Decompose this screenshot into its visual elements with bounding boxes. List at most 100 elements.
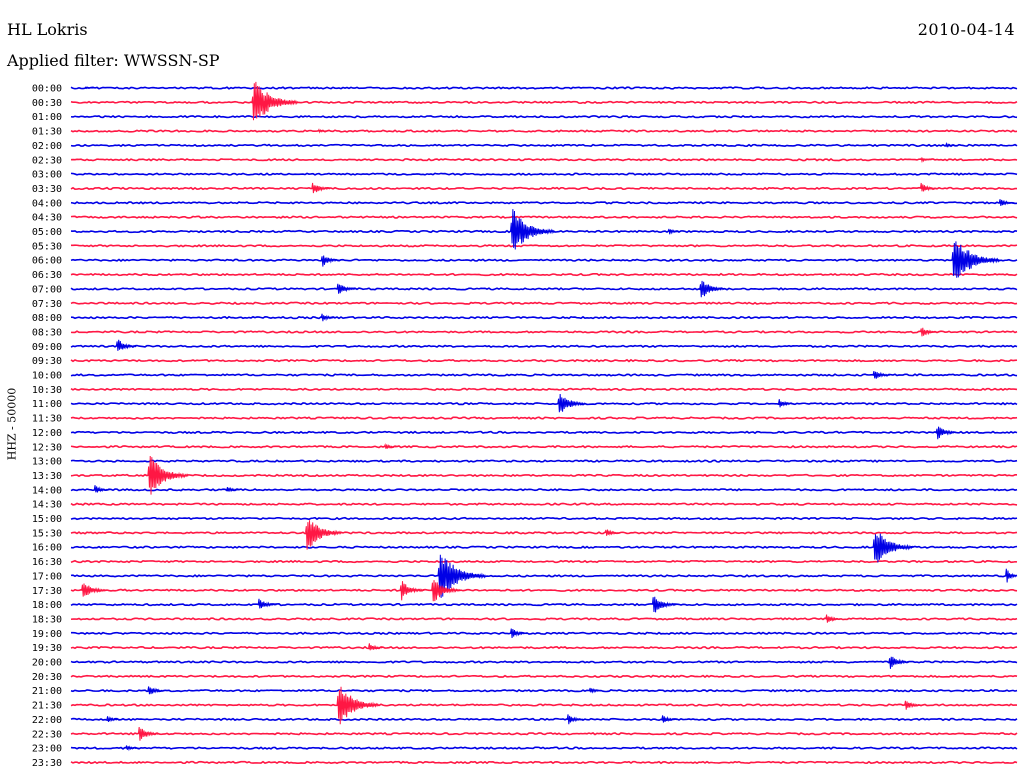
seismic-event (699, 280, 726, 298)
time-tick-label: 23:00 (32, 744, 62, 755)
trace-line (70, 387, 1018, 392)
trace-line (70, 215, 1018, 219)
time-tick-label: 16:00 (32, 543, 62, 554)
trace-line (70, 617, 1018, 621)
seismic-event (935, 426, 957, 440)
trace-line (70, 201, 1018, 205)
time-tick-label: 18:00 (32, 600, 62, 611)
time-tick-label: 20:30 (32, 672, 62, 683)
seismic-event (998, 199, 1015, 207)
seismic-event (125, 745, 139, 752)
seismic-event (919, 327, 938, 337)
time-tick-label: 06:30 (32, 270, 62, 281)
time-tick-label: 06:00 (32, 256, 62, 267)
time-tick-label: 01:00 (32, 112, 62, 123)
time-tick-label: 23:30 (32, 758, 62, 769)
trace-line (70, 172, 1018, 176)
seismic-event (336, 686, 380, 725)
seismic-event (320, 255, 340, 267)
seismic-event (509, 209, 555, 250)
trace-line (70, 358, 1018, 363)
seismic-event (106, 716, 120, 723)
trace-line (70, 760, 1018, 765)
trace-line (70, 717, 1018, 722)
time-tick-label: 03:30 (32, 184, 62, 195)
trace-line (70, 660, 1018, 664)
seismic-event (257, 598, 277, 609)
time-tick-label: 17:00 (32, 571, 62, 582)
trace-line (70, 258, 1018, 262)
trace-line (70, 473, 1018, 478)
time-tick-label: 21:30 (32, 701, 62, 712)
seismogram-traces (70, 86, 1018, 765)
trace-line (70, 459, 1018, 463)
time-tick-label: 18:30 (32, 614, 62, 625)
time-tick-label: 15:30 (32, 528, 62, 539)
seismic-event (137, 727, 159, 741)
time-tick-label: 13:00 (32, 457, 62, 468)
time-tick-label: 02:30 (32, 155, 62, 166)
time-tick-label: 08:30 (32, 327, 62, 338)
seismic-event (368, 643, 384, 651)
trace-line (70, 445, 1018, 449)
seismic-event (93, 485, 110, 493)
trace-line (70, 545, 1018, 549)
trace-line (70, 86, 1018, 90)
seismic-event (919, 156, 932, 164)
seismic-event (667, 228, 682, 235)
seismic-event (872, 533, 914, 563)
trace-line (70, 559, 1018, 564)
time-tick-label: 21:00 (32, 686, 62, 697)
seismic-event (945, 141, 957, 148)
time-tick-label: 09:00 (32, 342, 62, 353)
trace-line (70, 330, 1018, 334)
seismic-event (872, 370, 891, 379)
seismic-event (311, 182, 331, 194)
trace-line (70, 186, 1018, 191)
seismic-event (431, 580, 461, 602)
trace-line (70, 688, 1018, 693)
time-tick-label: 22:30 (32, 729, 62, 740)
seismic-event (147, 455, 189, 495)
seismic-event (399, 581, 425, 601)
time-tick-label: 05:30 (32, 241, 62, 252)
trace-line (70, 401, 1018, 406)
time-tick-label: 00:00 (32, 84, 62, 95)
trace-line (70, 502, 1018, 506)
time-tick-label: 12:30 (32, 442, 62, 453)
trace-line (70, 731, 1018, 736)
trace-line (70, 244, 1018, 248)
time-tick-label: 19:00 (32, 629, 62, 640)
seismic-event (336, 283, 356, 294)
trace-line (70, 373, 1018, 377)
seismic-event (305, 520, 342, 550)
time-tick-label: 02:00 (32, 141, 62, 152)
trace-line (70, 674, 1018, 679)
seismic-event (919, 182, 938, 192)
time-tick-label: 07:00 (32, 284, 62, 295)
time-tick-label: 14:30 (32, 500, 62, 511)
trace-line (70, 588, 1018, 592)
trace-line (70, 157, 1018, 162)
trace-line (70, 129, 1018, 133)
time-tick-label: 17:30 (32, 586, 62, 597)
seismic-event (557, 393, 586, 413)
seismic-event (661, 715, 678, 723)
seismic-event (81, 583, 106, 597)
time-tick-label: 22:00 (32, 715, 62, 726)
time-tick-label: 20:00 (32, 658, 62, 669)
time-tick-label: 04:00 (32, 198, 62, 209)
trace-line (70, 488, 1018, 492)
seismic-event (437, 554, 486, 598)
seismic-event (251, 81, 298, 121)
time-tick-label: 08:00 (32, 313, 62, 324)
time-tick-label: 05:00 (32, 227, 62, 238)
seismic-event (320, 313, 336, 322)
time-tick-label: 04:30 (32, 213, 62, 224)
time-tick-label: 12:00 (32, 428, 62, 439)
trace-line (70, 602, 1018, 607)
seismic-event (383, 442, 398, 449)
seismic-event (825, 614, 842, 623)
time-tick-label: 07:30 (32, 299, 62, 310)
